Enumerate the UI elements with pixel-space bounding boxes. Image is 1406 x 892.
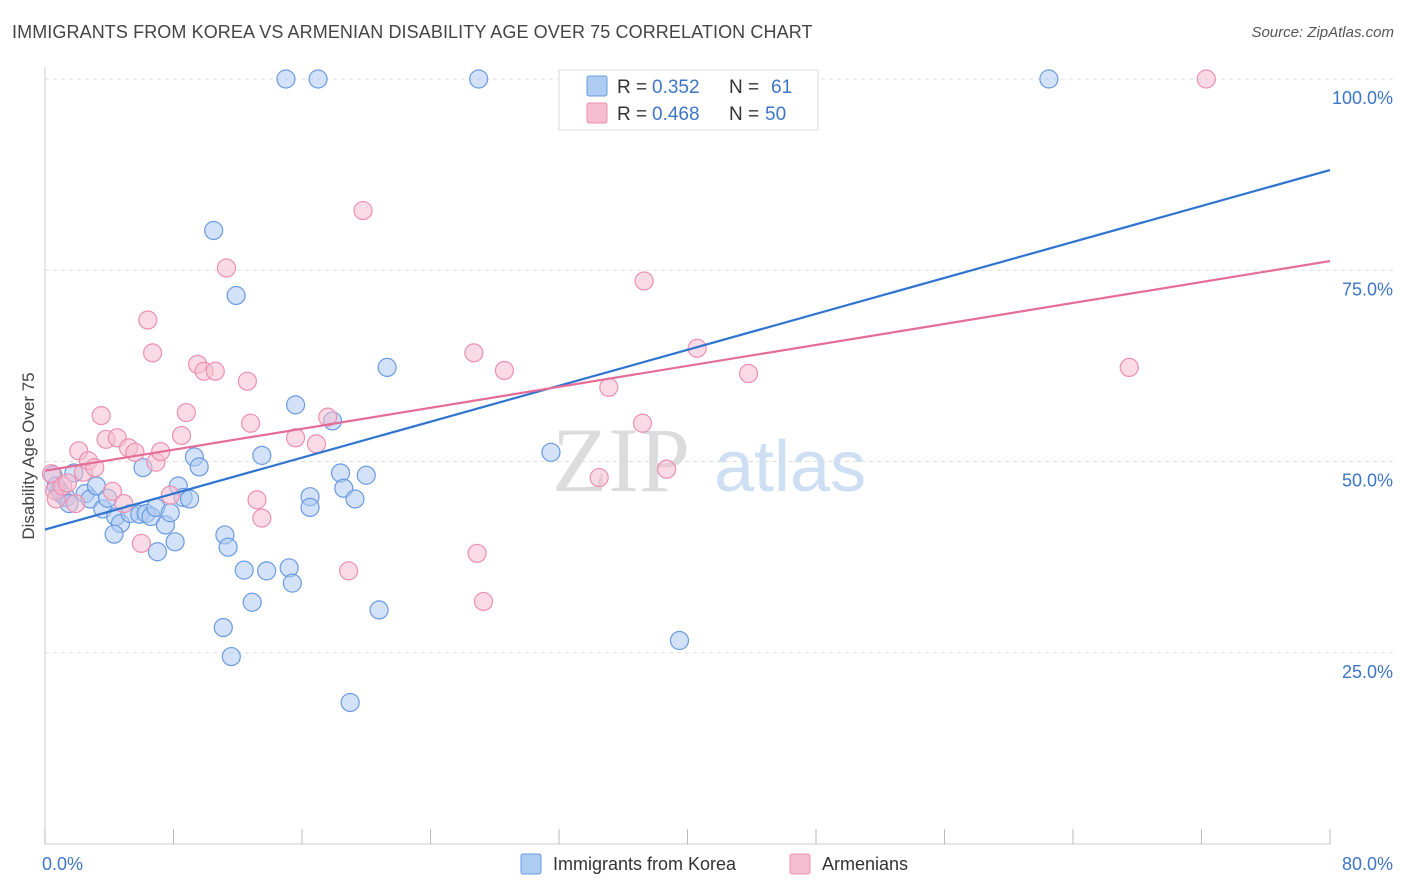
- watermark-atlas: atlas: [714, 427, 866, 507]
- armenian-point: [131, 533, 151, 553]
- korea-point: [1039, 69, 1059, 89]
- armenian-point: [1119, 357, 1139, 378]
- armenian-point: [216, 258, 237, 278]
- armenian-point: [65, 493, 86, 514]
- legend-swatch-blue: [586, 75, 608, 97]
- korea-point: [282, 573, 302, 593]
- korea-point: [340, 692, 360, 713]
- bottom-legend-swatch-blue: [520, 853, 542, 875]
- y-tick-labels: 25.0% 50.0% 75.0% 100.0%: [1332, 88, 1393, 682]
- armenian-point: [467, 543, 487, 563]
- korea-point: [160, 503, 180, 523]
- korea-point: [204, 220, 224, 241]
- armenian-point: [634, 271, 654, 291]
- legend-n-value-1: 61: [771, 77, 792, 98]
- armenian-point: [738, 363, 759, 384]
- korea-point: [147, 542, 168, 562]
- korea-point: [285, 395, 306, 415]
- armenian-point: [102, 481, 123, 501]
- chart-title: IMMIGRANTS FROM KOREA VS ARMENIAN DISABI…: [12, 22, 813, 42]
- korea-point: [369, 600, 389, 620]
- korea-point: [300, 497, 320, 517]
- legend-n-label-2: N =: [729, 104, 759, 125]
- legend-r-value-2: 0.468: [652, 104, 700, 125]
- korea-point: [179, 489, 200, 509]
- legend-swatch-pink: [586, 102, 608, 124]
- trend-line-korea: [44, 168, 1331, 531]
- trend-line-armenians: [44, 259, 1331, 472]
- korea-point: [276, 69, 296, 89]
- korea-point: [377, 357, 397, 378]
- korea-point: [469, 69, 489, 89]
- korea-point: [308, 69, 328, 89]
- korea-point: [257, 561, 277, 581]
- armenian-point: [57, 473, 78, 493]
- armenian-point: [1196, 69, 1216, 89]
- armenian-point: [241, 413, 261, 433]
- bottom-legend-label-korea: Immigrants from Korea: [553, 854, 737, 874]
- korea-point: [226, 285, 246, 306]
- series-immigrants-from-korea: [43, 69, 1059, 713]
- korea-point: [541, 442, 561, 462]
- korea-point: [234, 560, 254, 580]
- trend-lines: [44, 168, 1331, 531]
- armenian-point: [599, 377, 619, 397]
- armenian-point: [306, 434, 327, 454]
- armenian-point: [205, 361, 225, 381]
- armenian-point: [687, 338, 707, 358]
- armenian-point: [473, 591, 494, 612]
- korea-point: [356, 465, 376, 485]
- correlation-legend: R = 0.352 N = 61 R = 0.468 N = 50: [558, 69, 819, 131]
- korea-point: [252, 445, 272, 465]
- armenian-point: [143, 343, 163, 363]
- legend-r-value-1: 0.352: [652, 77, 700, 98]
- armenian-point: [171, 425, 192, 446]
- x-tick-labels: 0.0% 80.0%: [42, 854, 1393, 874]
- korea-point: [242, 592, 262, 612]
- y-tick-label: 100.0%: [1332, 88, 1393, 108]
- armenian-point: [353, 200, 373, 221]
- korea-point: [165, 532, 185, 552]
- x-tick-label: 0.0%: [42, 854, 83, 874]
- legend-n-label-1: N =: [729, 77, 759, 98]
- axes: [44, 67, 1331, 845]
- armenian-point: [176, 402, 196, 423]
- chart-source: Source: ZipAtlas.com: [1251, 24, 1394, 41]
- x-tick-label: 80.0%: [1342, 854, 1393, 874]
- bottom-legend-label-armenians: Armenians: [822, 854, 908, 874]
- korea-point: [669, 630, 690, 651]
- armenian-point: [91, 406, 111, 426]
- armenian-point: [318, 407, 338, 427]
- armenian-point: [338, 561, 359, 581]
- legend-r-label-1: R =: [617, 77, 647, 98]
- armenian-point: [589, 467, 609, 488]
- korea-point: [218, 537, 238, 557]
- legend-n-value-2: 50: [765, 104, 786, 125]
- korea-point: [213, 617, 233, 638]
- armenian-point: [237, 371, 257, 391]
- armenian-point: [494, 360, 514, 381]
- korea-point: [189, 457, 209, 477]
- armenian-point: [632, 413, 653, 433]
- korea-point: [345, 489, 365, 509]
- armenian-point: [247, 490, 267, 510]
- armenian-point: [657, 459, 677, 479]
- watermark: ZIP atlas: [552, 409, 866, 511]
- y-axis-label: Disability Age Over 75: [19, 372, 38, 539]
- korea-point: [104, 524, 124, 544]
- gridlines: [45, 78, 1393, 654]
- series-legend: Immigrants from Korea Armenians: [520, 853, 908, 875]
- armenian-point: [252, 508, 272, 528]
- y-tick-label: 50.0%: [1342, 471, 1393, 491]
- armenian-point: [125, 442, 145, 462]
- legend-r-label-2: R =: [617, 104, 647, 125]
- bottom-legend-swatch-pink: [789, 853, 811, 875]
- y-tick-label: 25.0%: [1342, 662, 1393, 682]
- korea-point: [221, 646, 241, 667]
- y-tick-label: 75.0%: [1342, 279, 1393, 299]
- armenian-point: [464, 343, 484, 363]
- armenian-point: [138, 310, 158, 330]
